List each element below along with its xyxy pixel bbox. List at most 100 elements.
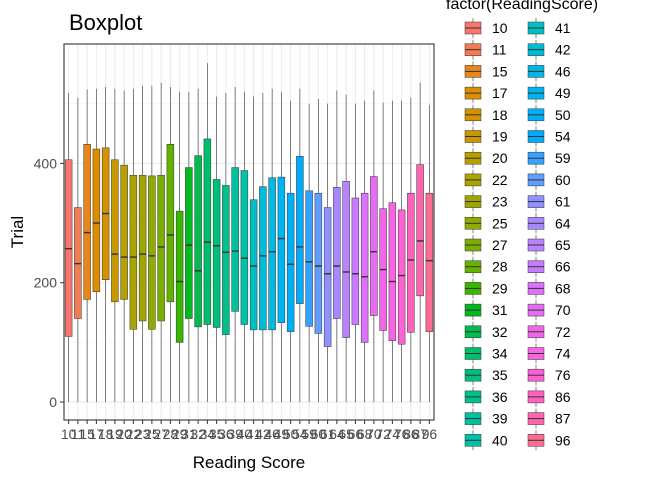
x-tick-label: 87: [412, 426, 428, 442]
legend-label: 87: [555, 411, 571, 427]
legend-label: 34: [492, 346, 508, 362]
y-tick-label: 200: [34, 275, 58, 291]
legend-label: 74: [555, 346, 571, 362]
x-tick-label: 29: [172, 426, 188, 442]
box-15: [83, 89, 91, 403]
legend-item-86: 86: [527, 386, 571, 407]
legend-label: 28: [492, 259, 508, 275]
box-iqr: [212, 179, 221, 328]
x-tick-label: 23: [135, 426, 151, 442]
box-29: [175, 91, 184, 403]
legend-label: 46: [555, 63, 571, 79]
legend-label: 31: [492, 302, 508, 318]
box-iqr: [425, 192, 434, 332]
legend-item-96: 96: [527, 430, 571, 451]
x-tick-label: 50: [283, 426, 299, 442]
box-iqr: [120, 164, 128, 300]
legend-item-66: 66: [527, 256, 571, 277]
box-64: [333, 90, 341, 403]
x-tick-label: 18: [98, 426, 114, 442]
x-tick-label: 31: [181, 426, 197, 442]
box-22: [129, 88, 138, 403]
box-23: [138, 85, 147, 403]
legend-label: 86: [555, 389, 571, 405]
legend-item-59: 59: [527, 148, 571, 169]
box-40: [240, 91, 249, 403]
x-tick-label: 60: [311, 426, 327, 442]
box-87: [416, 82, 424, 403]
x-tick-label: 42: [255, 426, 271, 442]
legend-label: 66: [555, 259, 571, 275]
chart-title: Boxplot: [69, 10, 142, 35]
x-tick-label: 76: [394, 426, 410, 442]
x-tick-label: 64: [329, 426, 345, 442]
box-iqr: [83, 144, 91, 300]
box-60: [314, 98, 323, 403]
legend-item-25: 25: [464, 213, 508, 234]
legend-item-46: 46: [527, 61, 571, 82]
box-19: [111, 88, 119, 403]
x-tick-label: 74: [385, 426, 401, 442]
legend-label: 27: [492, 237, 508, 253]
legend-label: 76: [555, 367, 571, 383]
x-tick-label: 39: [227, 426, 243, 442]
box-iqr: [185, 167, 193, 319]
box-28: [166, 86, 175, 403]
legend-item-29: 29: [464, 278, 508, 299]
legend-item-70: 70: [527, 300, 571, 321]
x-tick-label: 46: [264, 426, 280, 442]
legend-label: 42: [555, 42, 571, 58]
x-tick-label: 35: [209, 426, 225, 442]
legend-label: 64: [555, 215, 571, 231]
legend-label: 41: [555, 20, 571, 36]
legend-label: 20: [492, 150, 508, 166]
legend-label: 15: [492, 63, 508, 79]
legend-item-20: 20: [464, 148, 508, 169]
legend-item-36: 36: [464, 386, 508, 407]
box-42: [259, 92, 267, 403]
legend-label: 32: [492, 324, 508, 340]
x-tick-label: 17: [89, 426, 105, 442]
box-iqr: [203, 138, 212, 325]
x-tick-label: 68: [357, 426, 373, 442]
box-iqr: [323, 207, 332, 347]
box-iqr: [231, 167, 239, 312]
box-iqr: [305, 190, 313, 327]
box-35: [212, 96, 221, 403]
box-66: [351, 103, 360, 403]
box-18: [101, 86, 110, 403]
box-iqr: [277, 176, 286, 323]
legend-label: 23: [492, 194, 508, 210]
x-axis: 1011151718192022232527282931323435363940…: [61, 420, 437, 442]
x-tick-label: 32: [190, 426, 206, 442]
box-25: [148, 85, 156, 403]
x-tick-label: 27: [153, 426, 169, 442]
legend-label: 60: [555, 172, 571, 188]
legend-label: 49: [555, 85, 571, 101]
legend-item-34: 34: [464, 343, 508, 364]
box-54: [296, 88, 304, 403]
legend-label: 70: [555, 302, 571, 318]
boxes: [64, 63, 434, 403]
box-iqr: [111, 159, 119, 303]
legend-label: 22: [492, 172, 508, 188]
box-20: [120, 90, 128, 403]
x-tick-label: 61: [320, 426, 336, 442]
box-iqr: [407, 192, 415, 333]
box-10: [64, 92, 73, 403]
x-tick-label: 59: [301, 426, 317, 442]
box-50: [286, 100, 295, 403]
legend-item-65: 65: [527, 235, 571, 255]
box-17: [92, 88, 101, 403]
legend-label: 19: [492, 129, 508, 145]
legend-item-74: 74: [527, 343, 571, 364]
legend-item-27: 27: [464, 235, 508, 255]
box-39: [231, 86, 239, 403]
x-tick-label: 36: [218, 426, 234, 442]
box-36: [222, 92, 230, 403]
box-iqr: [342, 181, 350, 338]
box-41: [249, 96, 258, 403]
legend-label: 96: [555, 432, 571, 448]
legend-label: 17: [492, 85, 508, 101]
